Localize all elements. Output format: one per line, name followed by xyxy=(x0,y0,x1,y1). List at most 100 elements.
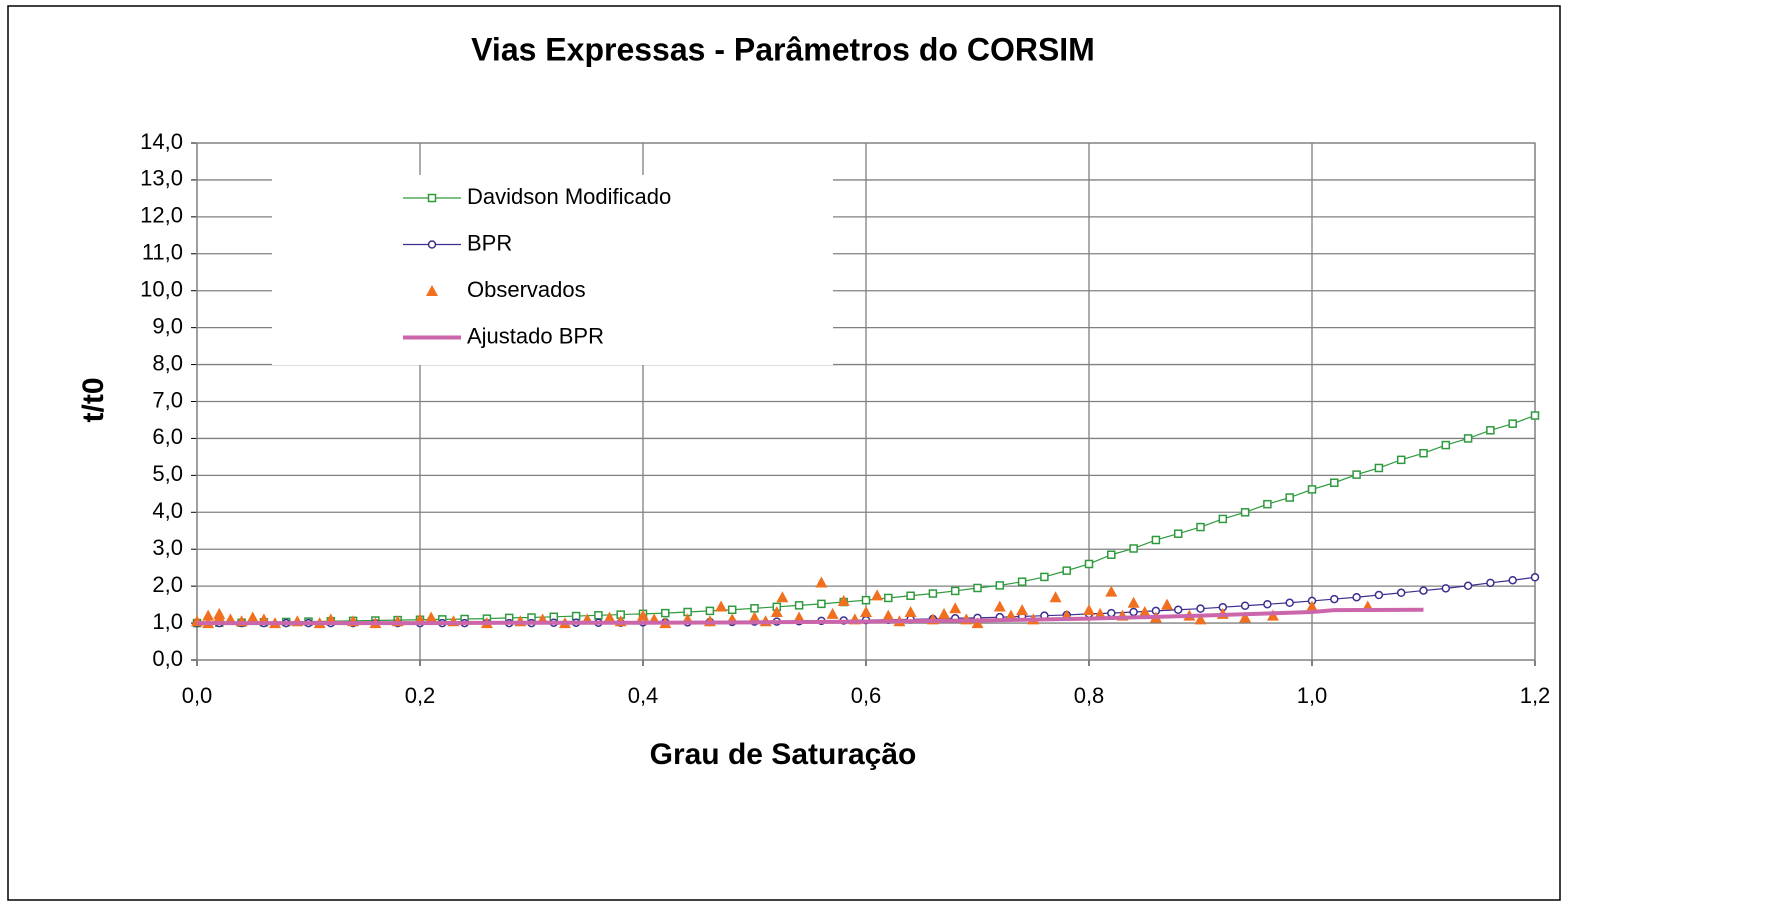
y-axis-label: t/t0 xyxy=(77,378,110,423)
data-point xyxy=(427,193,437,203)
data-point xyxy=(1352,470,1361,479)
data-point xyxy=(1239,611,1252,623)
x-tick-label: 0,8 xyxy=(1074,683,1105,708)
y-tick-label: 4,0 xyxy=(152,498,183,523)
y-tick-label: 0,0 xyxy=(152,646,183,671)
data-point xyxy=(705,606,715,616)
data-point xyxy=(770,605,783,617)
data-point xyxy=(1352,592,1361,602)
series xyxy=(197,607,1424,626)
data-point xyxy=(1263,599,1272,609)
data-point xyxy=(871,589,884,601)
data-point xyxy=(1486,578,1495,588)
data-point xyxy=(938,607,951,619)
data-point xyxy=(661,608,670,618)
data-point xyxy=(202,609,215,621)
y-tick-label: 10,0 xyxy=(140,277,183,302)
data-point xyxy=(1285,598,1294,608)
data-point xyxy=(1240,601,1250,610)
data-point xyxy=(1463,581,1473,591)
data-point xyxy=(1374,590,1384,600)
data-point xyxy=(1419,586,1428,595)
data-point xyxy=(1016,604,1029,616)
data-point xyxy=(1508,419,1517,428)
data-point xyxy=(637,609,649,621)
data-point xyxy=(1105,585,1118,597)
y-tick-label: 13,0 xyxy=(140,166,183,191)
data-point xyxy=(594,611,603,620)
y-tick-label: 12,0 xyxy=(140,203,183,228)
y-tick-label: 1,0 xyxy=(152,609,183,634)
y-tick-label: 9,0 xyxy=(152,313,183,338)
x-tick-label: 1,2 xyxy=(1520,683,1551,708)
data-point xyxy=(1441,584,1451,593)
data-point xyxy=(1307,485,1317,494)
data-point xyxy=(817,599,826,609)
data-point xyxy=(426,285,438,296)
data-point xyxy=(826,607,839,619)
data-point xyxy=(1062,566,1071,575)
plot-border xyxy=(196,142,1536,661)
data-point xyxy=(1196,604,1205,613)
data-point xyxy=(1285,493,1294,502)
data-point xyxy=(1530,411,1540,420)
data-point xyxy=(973,583,982,593)
data-point xyxy=(1218,514,1228,524)
series xyxy=(192,411,1540,628)
data-point xyxy=(1419,448,1428,458)
data-point xyxy=(1240,508,1250,517)
legend: Davidson Modificado BPR Observados Ajustado… xyxy=(272,175,833,365)
data-point xyxy=(1127,596,1140,608)
data-point xyxy=(1263,499,1272,509)
data-point xyxy=(1107,550,1116,560)
data-point xyxy=(213,607,226,619)
data-point xyxy=(906,591,915,600)
data-point xyxy=(1173,529,1183,538)
data-point xyxy=(1508,575,1517,585)
data-point xyxy=(1017,577,1027,586)
data-point xyxy=(715,600,728,612)
data-point xyxy=(1396,455,1406,465)
data-point xyxy=(794,601,804,610)
x-tick-label: 1,0 xyxy=(1297,683,1328,708)
data-point xyxy=(971,617,984,629)
data-point xyxy=(750,604,759,613)
legend-box xyxy=(272,175,833,365)
data-point xyxy=(1463,434,1473,443)
data-point xyxy=(949,602,962,614)
y-tick-label: 8,0 xyxy=(152,350,183,375)
data-point xyxy=(1173,605,1183,615)
data-point xyxy=(1138,605,1151,617)
data-point xyxy=(815,576,828,588)
y-tick-label: 5,0 xyxy=(152,461,183,486)
chart-title: Vias Expressas - Parâmetros do CORSIM xyxy=(471,31,1095,67)
legend-label: Davidson Modificado xyxy=(467,184,671,209)
y-tick-label: 6,0 xyxy=(152,424,183,449)
data-point xyxy=(1530,573,1540,582)
y-tick-label: 14,0 xyxy=(140,129,183,154)
data-point xyxy=(776,591,789,603)
y-tick-label: 11,0 xyxy=(142,240,183,265)
x-axis-label: Grau de Saturação xyxy=(650,738,917,771)
chart-frame xyxy=(7,5,1561,901)
data-point xyxy=(1083,604,1095,616)
data-point xyxy=(1374,463,1384,473)
legend-label: Ajustado BPR xyxy=(467,323,604,348)
data-point xyxy=(861,595,871,605)
data-point xyxy=(1441,440,1451,450)
x-tick-label: 0,2 xyxy=(405,683,436,708)
data-point xyxy=(1330,594,1339,604)
data-point xyxy=(1094,607,1107,619)
data-point xyxy=(1107,608,1116,618)
data-point xyxy=(995,581,1005,590)
data-point xyxy=(1306,600,1318,612)
data-point xyxy=(1486,426,1495,435)
data-point xyxy=(1194,613,1207,625)
data-point xyxy=(1161,598,1174,610)
data-point xyxy=(1330,478,1339,487)
data-point xyxy=(1129,544,1138,553)
data-point xyxy=(1084,559,1094,569)
data-point xyxy=(1129,607,1138,617)
data-point xyxy=(246,611,259,623)
